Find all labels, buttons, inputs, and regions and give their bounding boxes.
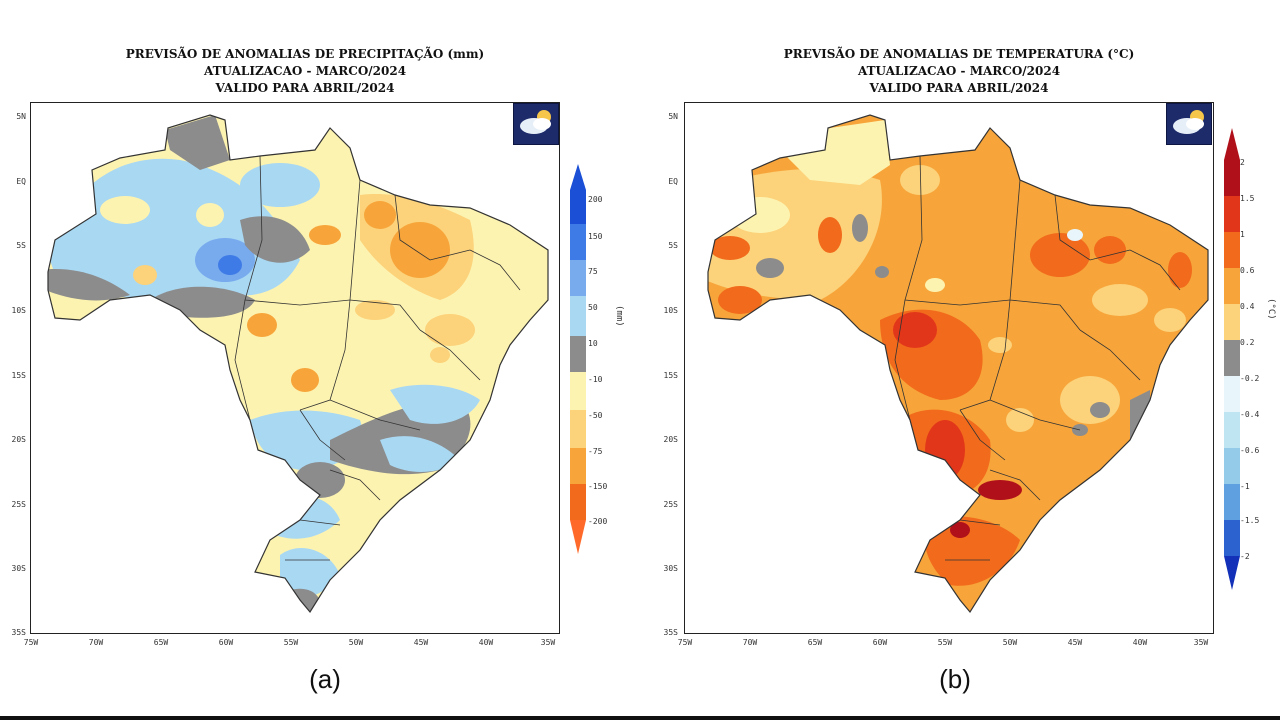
lon-tick: 35W bbox=[540, 638, 556, 647]
inmet-logo-b bbox=[1166, 103, 1212, 145]
lat-tick: 20S bbox=[11, 435, 26, 444]
temp-cbar-label-1: 1 bbox=[1240, 230, 1245, 239]
lon-tick: 55W bbox=[283, 638, 299, 647]
temp-title-line-2: ATUALIZACAO - MARCO/2024 bbox=[857, 64, 1061, 78]
temp-title-line-1: PREVISÃO DE ANOMALIAS DE TEMPERATURA (°C… bbox=[783, 47, 1135, 61]
inmet-logo-a bbox=[513, 103, 559, 145]
panel-label-b: (b) bbox=[939, 664, 971, 694]
lon-tick: 65W bbox=[807, 638, 823, 647]
temp-cbar-label-1-5: 1.5 bbox=[1240, 194, 1255, 203]
precip-cbar-label-150: 150 bbox=[588, 232, 603, 241]
lat-tick: 15S bbox=[663, 371, 678, 380]
temp-cbar-label-2: 2 bbox=[1240, 158, 1245, 167]
precip-cbar-label-m75: -75 bbox=[588, 447, 603, 456]
lat-tick: 25S bbox=[11, 500, 26, 509]
precip-title-line-3: VALIDO PARA ABRIL/2024 bbox=[215, 81, 395, 95]
precip-cbar-label-m200: -200 bbox=[588, 517, 608, 526]
lon-tick: 40W bbox=[1132, 638, 1148, 647]
lon-tick: 70W bbox=[742, 638, 758, 647]
precip-cbar-label-200: 200 bbox=[588, 195, 603, 204]
bottom-divider bbox=[0, 716, 1280, 720]
lon-tick: 60W bbox=[872, 638, 888, 647]
temp-cbar-label-m2: -2 bbox=[1240, 552, 1250, 561]
temp-cbar-label-m1: -1 bbox=[1240, 482, 1250, 491]
lon-tick: 45W bbox=[413, 638, 429, 647]
lat-tick: 25S bbox=[663, 500, 678, 509]
lon-tick: 50W bbox=[1002, 638, 1018, 647]
precip-title-line-1: PREVISÃO DE ANOMALIAS DE PRECIPITAÇÃO (m… bbox=[125, 47, 485, 61]
lat-tick: 35S bbox=[663, 628, 678, 637]
lon-tick: 45W bbox=[1067, 638, 1083, 647]
lon-tick: 60W bbox=[218, 638, 234, 647]
lat-tick: 20S bbox=[663, 435, 678, 444]
lat-tick: 5N bbox=[668, 112, 678, 121]
precip-cbar-label-m150: -150 bbox=[588, 482, 608, 491]
precip-cbar-label-m50: -50 bbox=[588, 411, 603, 420]
lat-tick: 15S bbox=[11, 371, 26, 380]
precip-cbar-label-75: 75 bbox=[588, 267, 598, 276]
panel-label-a: (a) bbox=[309, 664, 341, 694]
temp-cbar-label-0-6: 0.6 bbox=[1240, 266, 1255, 275]
lat-tick: 10S bbox=[663, 306, 678, 315]
precip-colorbar bbox=[570, 164, 586, 554]
precip-cbar-label-m10: -10 bbox=[588, 375, 603, 384]
precip-cbar-label-50: 50 bbox=[588, 303, 598, 312]
temp-cbar-label-m0-4: -0.4 bbox=[1240, 410, 1260, 419]
lon-tick: 65W bbox=[153, 638, 169, 647]
lat-tick: 5S bbox=[16, 241, 26, 250]
lat-tick: 5S bbox=[668, 241, 678, 250]
temp-cbar-label-m1-5: -1.5 bbox=[1240, 516, 1260, 525]
lon-tick: 75W bbox=[23, 638, 39, 647]
temp-title-line-3: VALIDO PARA ABRIL/2024 bbox=[869, 81, 1049, 95]
lat-tick: EQ bbox=[668, 177, 678, 186]
temp-map-title: PREVISÃO DE ANOMALIAS DE TEMPERATURA (°C… bbox=[714, 46, 1204, 97]
lon-tick: 75W bbox=[677, 638, 693, 647]
lat-tick: 30S bbox=[663, 564, 678, 573]
lat-tick: 10S bbox=[11, 306, 26, 315]
lat-tick: EQ bbox=[16, 177, 26, 186]
lon-tick: 55W bbox=[937, 638, 953, 647]
precip-map-title: PREVISÃO DE ANOMALIAS DE PRECIPITAÇÃO (m… bbox=[60, 46, 550, 97]
precip-title-line-2: ATUALIZACAO - MARCO/2024 bbox=[203, 64, 407, 78]
lon-tick: 50W bbox=[348, 638, 364, 647]
lon-tick: 35W bbox=[1193, 638, 1209, 647]
temp-cbar-label-m0-2: -0.2 bbox=[1240, 374, 1260, 383]
temp-unit-label: (°C) bbox=[1266, 298, 1276, 320]
precip-cbar-label-10: 10 bbox=[588, 339, 598, 348]
lat-tick: 5N bbox=[16, 112, 26, 121]
lat-tick: 30S bbox=[11, 564, 26, 573]
lon-tick: 40W bbox=[478, 638, 494, 647]
temp-cbar-label-0-4: 0.4 bbox=[1240, 302, 1255, 311]
lon-tick: 70W bbox=[88, 638, 104, 647]
lat-tick: 35S bbox=[11, 628, 26, 637]
temp-cbar-label-m0-6: -0.6 bbox=[1240, 446, 1260, 455]
temp-colorbar bbox=[1224, 128, 1240, 590]
temp-cbar-label-0-2: 0.2 bbox=[1240, 338, 1255, 347]
